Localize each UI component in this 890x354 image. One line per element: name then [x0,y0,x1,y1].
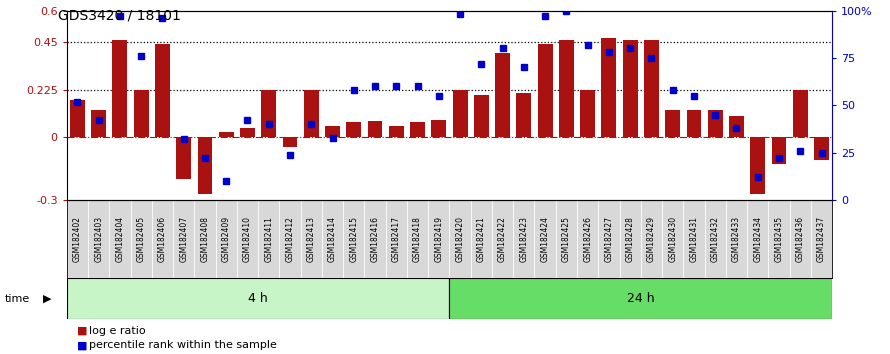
Bar [559,40,574,137]
Text: GSM182408: GSM182408 [200,216,209,262]
Bar [346,122,361,137]
Text: GSM182420: GSM182420 [456,216,465,262]
Bar [708,109,723,137]
Text: GSM182411: GSM182411 [264,216,273,262]
Bar [368,121,383,137]
Text: GSM182430: GSM182430 [668,216,677,262]
Text: GSM182421: GSM182421 [477,216,486,262]
Text: percentile rank within the sample: percentile rank within the sample [89,340,277,350]
Text: GSM182419: GSM182419 [434,216,443,262]
Bar [516,93,531,137]
Bar [155,44,170,137]
Text: GSM182431: GSM182431 [690,216,699,262]
Bar [240,129,255,137]
Text: GSM182429: GSM182429 [647,216,656,262]
Text: GSM182403: GSM182403 [94,216,103,262]
Text: GSM182417: GSM182417 [392,216,401,262]
Text: GSM182427: GSM182427 [604,216,613,262]
Text: GSM182422: GSM182422 [498,216,507,262]
Bar [793,90,808,137]
Bar [602,38,617,137]
Bar [389,126,404,137]
Bar [262,90,276,137]
Text: GSM182434: GSM182434 [753,216,762,262]
Text: GSM182407: GSM182407 [179,216,188,262]
Bar [453,90,467,137]
Text: GSM182433: GSM182433 [732,216,741,262]
Bar [432,120,446,137]
Text: ▶: ▶ [43,294,52,304]
Text: log e ratio: log e ratio [89,326,146,336]
Text: GSM182423: GSM182423 [520,216,529,262]
Bar [449,278,832,319]
Bar [623,40,637,137]
Bar [112,40,127,137]
Bar [282,137,297,147]
Bar [665,109,680,137]
Bar [580,90,595,137]
Bar [814,137,829,160]
Text: GSM182406: GSM182406 [158,216,167,262]
Bar [70,100,85,137]
Text: GSM182412: GSM182412 [286,216,295,262]
Bar [91,109,106,137]
Bar [538,44,553,137]
Text: GSM182409: GSM182409 [222,216,231,262]
Text: GDS3420 / 18101: GDS3420 / 18101 [58,9,181,23]
Bar [644,40,659,137]
Text: GSM182413: GSM182413 [307,216,316,262]
Bar [473,95,489,137]
Text: GSM182410: GSM182410 [243,216,252,262]
Text: GSM182436: GSM182436 [796,216,805,262]
Text: ■: ■ [77,340,88,350]
Bar [303,90,319,137]
Bar [134,90,149,137]
Text: GSM182432: GSM182432 [711,216,720,262]
Text: GSM182415: GSM182415 [349,216,359,262]
Bar [410,122,425,137]
Text: GSM182402: GSM182402 [73,216,82,262]
Bar [219,132,234,137]
Text: GSM182404: GSM182404 [116,216,125,262]
Text: GSM182435: GSM182435 [774,216,783,262]
Text: ■: ■ [77,326,88,336]
Text: time: time [4,294,29,304]
Text: GSM182416: GSM182416 [370,216,379,262]
Text: 24 h: 24 h [627,292,655,305]
Bar [686,109,701,137]
Bar [176,137,191,179]
Text: GSM182428: GSM182428 [626,216,635,262]
Bar [67,278,449,319]
Text: GSM182437: GSM182437 [817,216,826,262]
Bar [325,126,340,137]
Bar [495,53,510,137]
Text: GSM182418: GSM182418 [413,216,422,262]
Bar [729,116,744,137]
Text: GSM182426: GSM182426 [583,216,592,262]
Bar [772,137,787,164]
Text: GSM182405: GSM182405 [137,216,146,262]
Bar [750,137,765,194]
Text: GSM182425: GSM182425 [562,216,570,262]
Text: GSM182424: GSM182424 [540,216,550,262]
Text: 4 h: 4 h [248,292,268,305]
Text: GSM182414: GSM182414 [328,216,337,262]
Bar [198,137,213,194]
